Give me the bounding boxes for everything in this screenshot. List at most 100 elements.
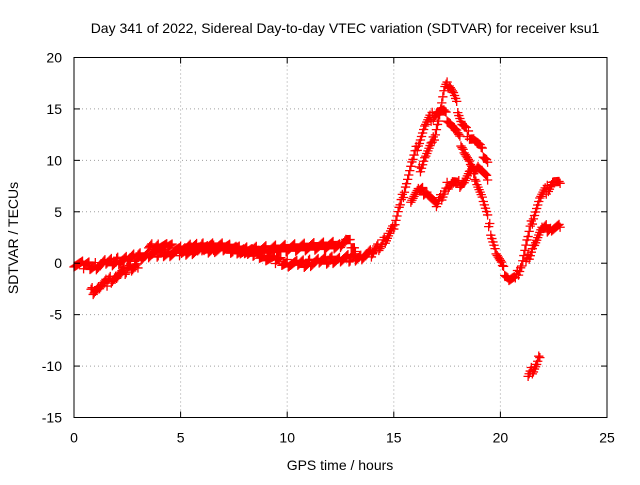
data-point [480, 203, 491, 213]
data-point [480, 169, 491, 179]
data-point [487, 233, 497, 244]
data-point [233, 242, 243, 252]
data-point [521, 240, 531, 250]
data-point [432, 119, 443, 130]
data-point [477, 192, 487, 202]
data-point [417, 128, 428, 138]
data-point [417, 182, 428, 193]
data-point [282, 254, 292, 265]
data-point [476, 142, 486, 152]
data-point [528, 214, 539, 224]
series-1 [86, 259, 143, 300]
data-point [486, 230, 496, 240]
data-point [349, 243, 360, 253]
data-point [175, 241, 186, 251]
data-point [540, 221, 550, 231]
data-point [458, 144, 468, 155]
data-point [523, 231, 533, 242]
data-point [391, 215, 401, 226]
data-point [303, 255, 314, 266]
data-point [414, 138, 425, 149]
data-point [464, 156, 475, 166]
data-point [234, 241, 244, 251]
data-point [525, 251, 535, 261]
data-point [133, 263, 143, 273]
data-point [455, 131, 465, 141]
data-point [327, 251, 337, 261]
data-point [522, 235, 532, 245]
y-axis-label: SDTVAR / TECUs [5, 182, 21, 294]
data-point [390, 220, 400, 230]
series-7 [523, 351, 545, 382]
x-tick-label: 5 [177, 430, 185, 446]
data-point [242, 242, 252, 252]
data-point [309, 238, 319, 248]
data-point [416, 163, 427, 173]
data-point [477, 143, 487, 153]
data-point [392, 211, 402, 221]
data-point [345, 234, 355, 245]
data-point [482, 175, 493, 185]
data-point [250, 242, 260, 253]
data-point [276, 253, 286, 263]
data-point [404, 170, 414, 180]
data-point [290, 239, 300, 249]
data-point [113, 252, 123, 262]
data-point [482, 157, 493, 167]
data-point [452, 96, 462, 107]
series-6 [521, 219, 565, 267]
data-point [430, 130, 441, 140]
data-point [327, 237, 337, 248]
data-point [530, 207, 541, 217]
data-point [197, 239, 207, 249]
y-tick-label: -10 [42, 358, 62, 374]
data-point [405, 165, 415, 176]
data-point [517, 261, 527, 271]
y-tick-label: 15 [46, 101, 62, 117]
data-point [534, 196, 544, 207]
data-point [415, 135, 426, 145]
data-point [497, 260, 508, 271]
data-point [554, 176, 564, 187]
data-point [308, 239, 318, 249]
data-point [415, 167, 426, 177]
data-point [318, 237, 329, 247]
data-point [403, 174, 413, 185]
y-tick-label: 5 [54, 204, 62, 220]
data-point [524, 226, 534, 237]
data-point [167, 239, 177, 249]
data-point [328, 236, 338, 247]
data-point [224, 239, 235, 249]
data-point [437, 98, 447, 108]
data-point [531, 203, 542, 214]
data-point [83, 258, 93, 268]
data-point [398, 192, 409, 203]
data-point [485, 218, 495, 229]
data-point [121, 268, 131, 278]
data-point [433, 116, 444, 126]
data-point [240, 243, 251, 253]
data-point [526, 247, 536, 257]
data-point [135, 248, 145, 258]
data-point [400, 182, 411, 192]
data-point [418, 124, 429, 135]
data-point [416, 183, 427, 194]
data-point [478, 196, 488, 207]
series-3 [367, 105, 565, 286]
data-point [418, 156, 429, 166]
data-point [412, 145, 422, 155]
data-point [533, 200, 543, 210]
data-point [495, 255, 506, 266]
data-point [261, 241, 271, 251]
data-point [529, 210, 540, 221]
data-point [454, 129, 464, 140]
data-point [489, 240, 499, 250]
data-point [399, 187, 410, 197]
data-point [457, 143, 467, 153]
data-point [463, 154, 474, 165]
data-point [488, 237, 498, 247]
x-tick-label: 10 [279, 430, 295, 446]
data-point [350, 246, 361, 257]
data-point [317, 238, 328, 248]
